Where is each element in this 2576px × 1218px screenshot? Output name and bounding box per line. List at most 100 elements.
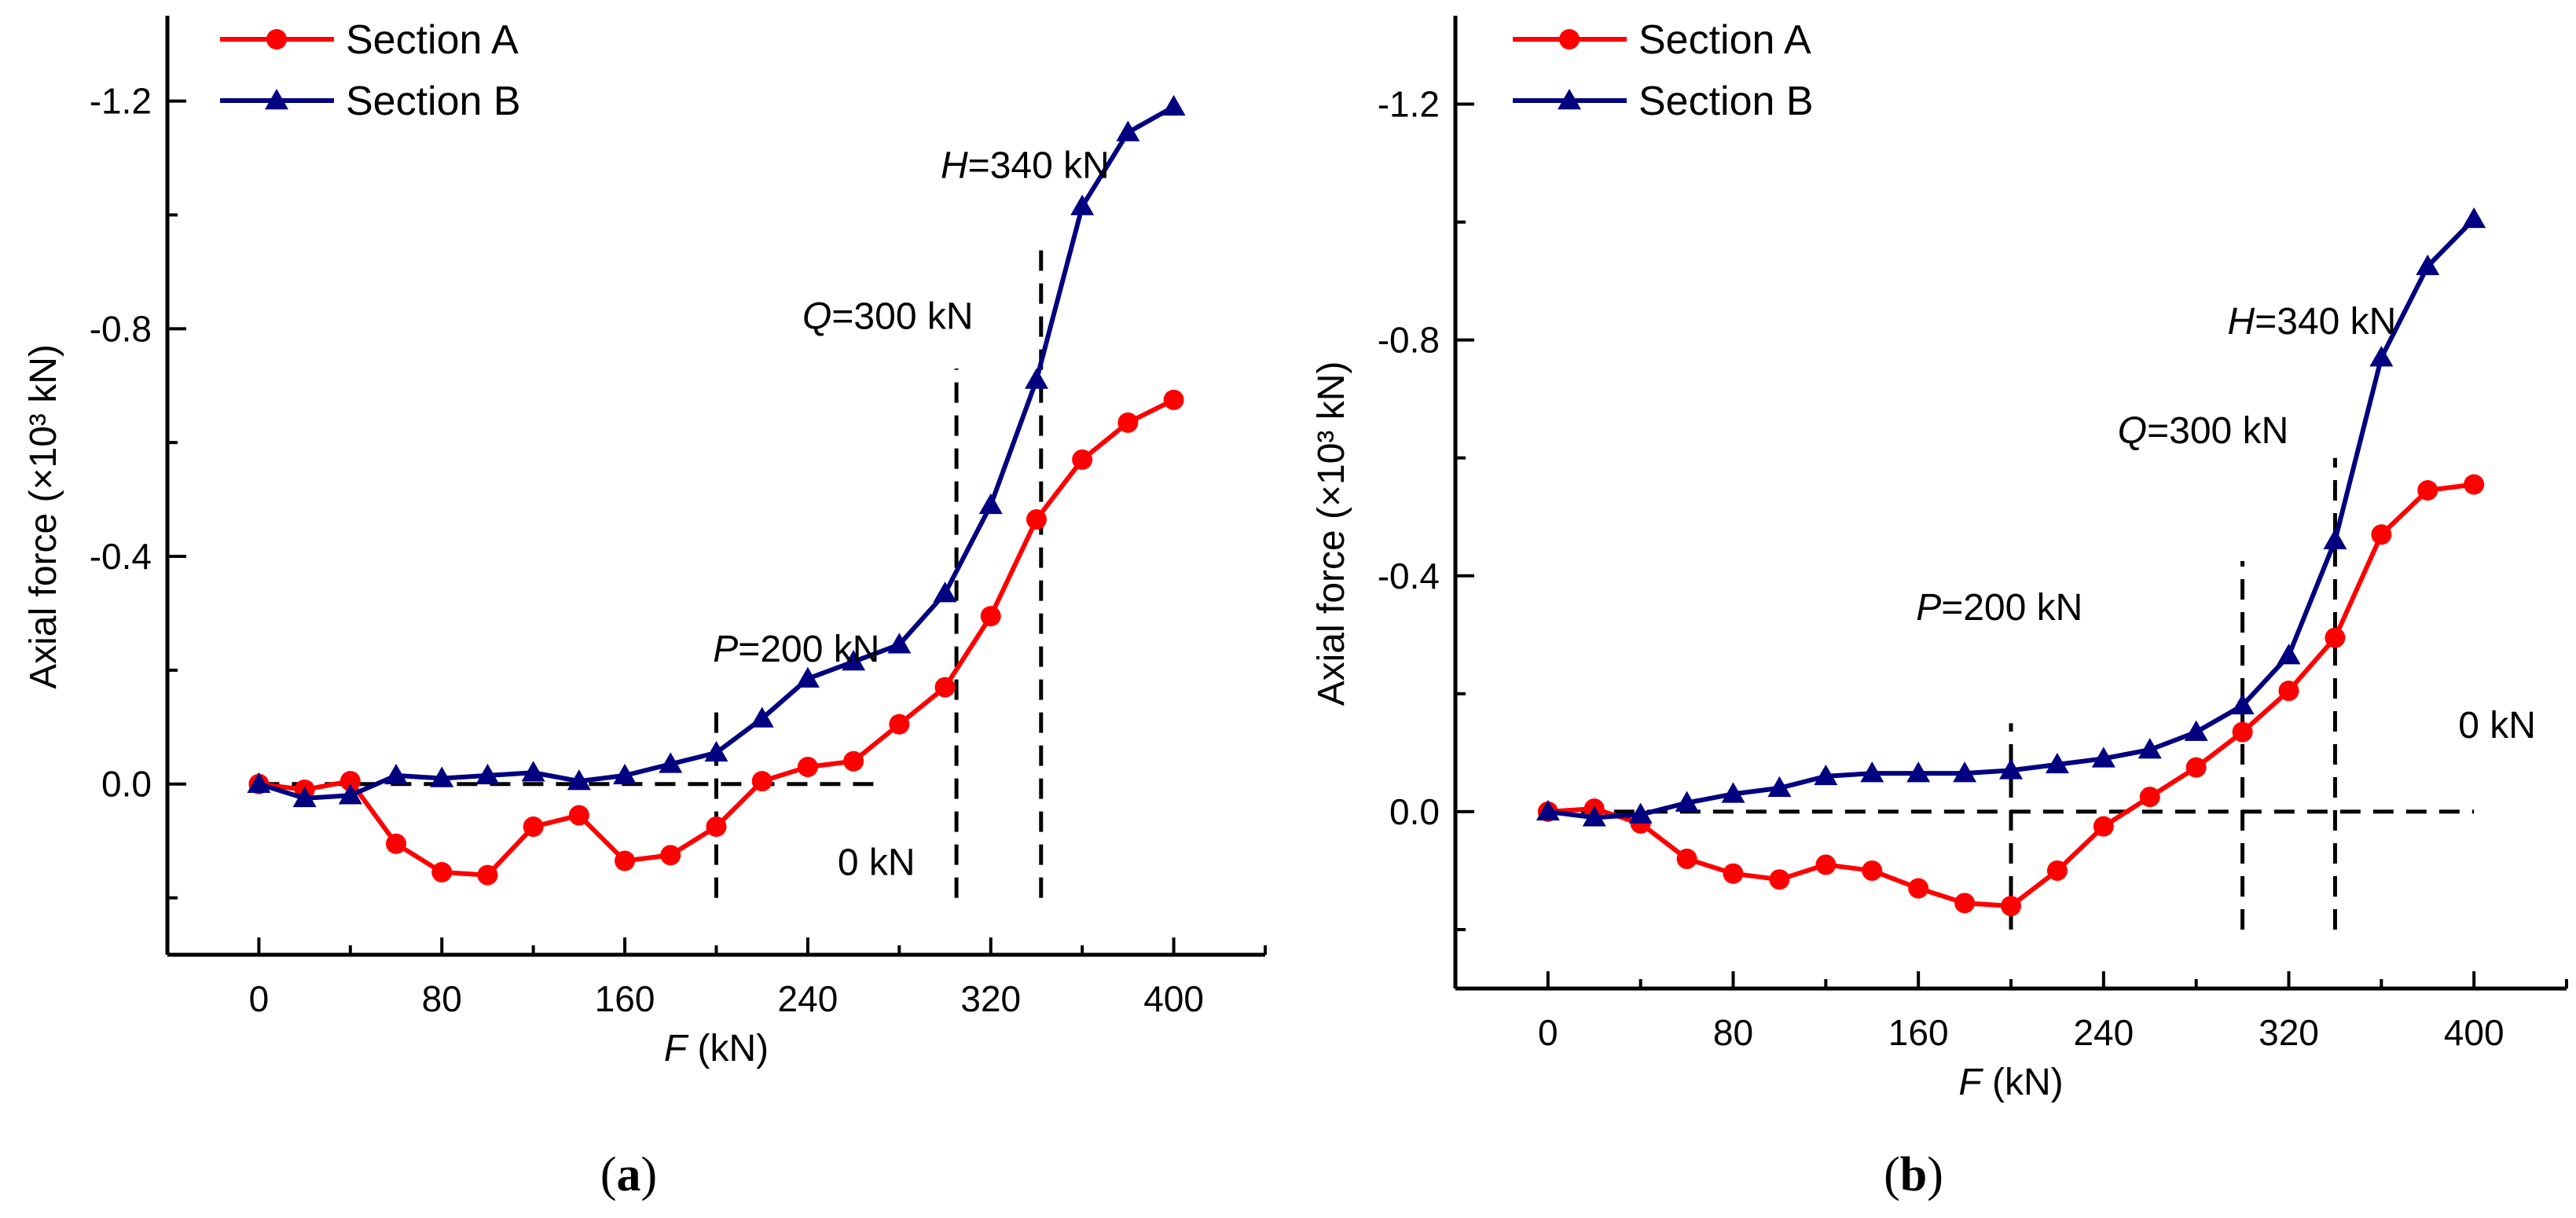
data-point [2464,474,2485,495]
legend-marker [266,29,287,50]
y-tick-label-0: 0.0 [101,764,152,805]
data-point [384,763,409,785]
data-point [2232,721,2253,743]
data-point [1906,761,1931,783]
annotation-1-italic: Q [802,295,831,337]
y-tick-label-1: -0.4 [90,536,152,577]
annotation-1: Q=300 kN [802,295,973,337]
data-point [567,769,591,791]
data-point [338,783,362,805]
panel-label-open: ( [1884,1148,1900,1201]
data-point [2371,524,2392,545]
data-point [1815,854,1837,875]
data-point [2417,479,2438,501]
panel-label: (a) [600,1148,657,1201]
data-point [887,633,912,654]
x-tick-label-320: 320 [960,978,1021,1019]
data-point [1116,120,1140,141]
x-tick-label-320: 320 [2259,1012,2319,1053]
data-point [2278,681,2299,702]
x-axis-title: F (kN) [664,1028,769,1069]
data-point [1070,194,1095,215]
data-point [2091,747,2115,768]
data-point [2185,757,2207,778]
panel-label-close: ) [1927,1148,1943,1201]
annotation-1: Q=300 kN [2118,410,2288,452]
panel-label-close: ) [641,1148,658,1201]
y-tick-label-3: -1.2 [90,81,152,122]
data-point [2462,207,2486,229]
data-point [2369,346,2394,367]
data-point [1723,863,1744,884]
x-axis-title: F (kN) [1958,1062,2063,1103]
legend-marker [265,89,288,110]
data-point [1072,449,1093,470]
annotation-0: P=200 kN [713,629,879,670]
annotation-2: H=340 kN [2228,301,2397,343]
annotation-0: P=200 kN [1916,587,2082,629]
data-point [615,850,636,871]
annotation-2-italic: H [941,145,968,186]
data-point [2184,720,2208,741]
data-point [795,666,820,688]
data-point [431,861,453,882]
data-point [1024,368,1048,389]
x-tick-label-240: 240 [778,978,838,1019]
data-point [339,771,361,792]
data-point [2230,693,2255,715]
y-tick-label-1: -0.4 [1378,556,1440,596]
x-axis-title-text: (kN) [687,1028,769,1069]
annotation-2-italic: H [2228,301,2255,343]
data-point [430,766,454,787]
data-point [2046,860,2068,881]
data-point [475,763,500,785]
data-point [521,761,545,782]
data-point [2325,627,2346,648]
data-point [980,606,1001,627]
data-point [2045,752,2069,774]
data-point [750,706,774,728]
y-tick-label-3: -1.2 [1378,84,1440,125]
x-tick-label-160: 160 [595,978,655,1019]
data-point [933,581,957,603]
x-tick-label-0: 0 [1538,1012,1558,1053]
annotation-0-italic: P [1916,587,1941,629]
x-axis-title-italic: F [664,1028,689,1069]
data-point [1908,878,1929,899]
data-point [1628,802,1653,824]
data-point [247,772,271,793]
annotation-2-text: =340 kN [968,145,1110,186]
data-point [1860,761,1884,783]
data-point [660,845,681,866]
x-axis-title-text: (kN) [1982,1062,2064,1103]
data-point [934,677,956,698]
legend-label: Section A [1638,17,1811,63]
data-point [1953,761,1977,783]
data-point [889,714,910,735]
annotation-0-text: =200 kN [738,629,879,670]
annotation-0-text: =200 kN [1941,587,2082,629]
x-tick-label-0: 0 [249,978,270,1019]
panel-label-letter: b [1900,1148,1927,1201]
annotation-2: H=340 kN [941,145,1110,186]
annotation-3: 0 kN [2458,705,2536,747]
data-point [1026,508,1047,530]
annotation-2-text: =340 kN [2255,301,2396,343]
x-tick-label-160: 160 [1888,1012,1949,1053]
data-point [1582,805,1606,827]
data-point [2001,895,2021,916]
data-point [2093,816,2114,837]
data-point [843,750,864,772]
data-point [978,493,1003,515]
data-point [613,763,637,785]
legend-label: Section B [1638,79,1814,124]
legend: Section A Section B [220,17,521,124]
data-point [2137,738,2162,759]
series-line-section-b [258,105,1176,801]
data-point [386,833,407,854]
data-point [2139,787,2160,808]
data-point [1999,758,2023,780]
data-point [659,752,683,773]
x-tick-label-400: 400 [2444,1012,2504,1053]
annotation-1-italic: Q [2118,410,2147,452]
